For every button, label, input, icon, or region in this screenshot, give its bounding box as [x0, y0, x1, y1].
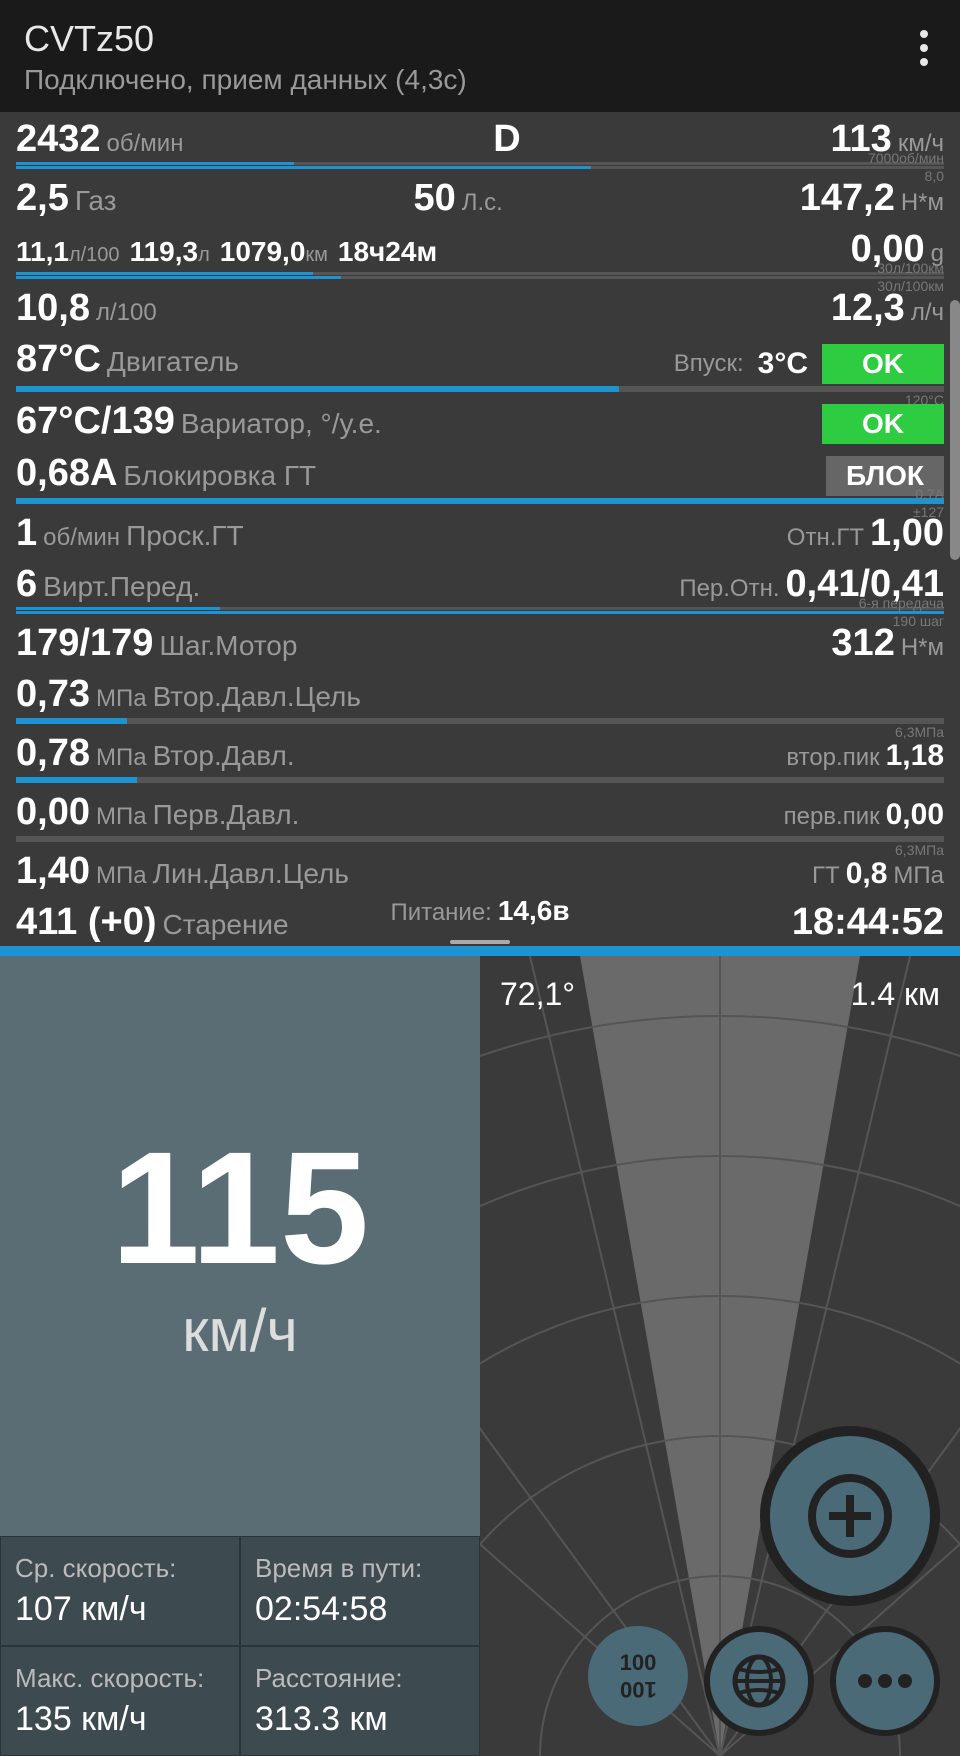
line-press-row: 1,40 МПа Лин.Давл.Цель ГТ 0,8 МПа [16, 844, 944, 895]
fuel-bar1: 30л/100км [16, 272, 944, 275]
fuel-row: 11,1л/100 119,3л 1079,0км 18ч24м 0,00 g … [16, 222, 944, 281]
hp-value: 50 [413, 177, 455, 220]
vgear-bar2: 190 шаг [16, 611, 944, 614]
rpm-value: 2432 [16, 118, 101, 161]
speed-unit-label: км/ч [182, 1296, 297, 1365]
cvt-ok-badge: OK [822, 404, 944, 444]
menu-button[interactable] [912, 18, 936, 78]
aging-row: 411 (+0) Старение Питание: 14,6в 18:44:5… [16, 895, 944, 946]
rpm-bar: 7000об/мин [16, 162, 944, 165]
more-button[interactable] [830, 1626, 940, 1736]
speed-bar: 8,0 [16, 166, 944, 169]
app-title: CVTz50 [24, 18, 912, 60]
plus-icon [805, 1471, 895, 1561]
throttle-label: Газ [75, 185, 117, 217]
heading-value: 72,1° [500, 976, 575, 1013]
fuel-bar2: 30л/100км [16, 276, 944, 279]
trip-time-cell: Время в пути: 02:54:58 [240, 1536, 480, 1646]
gear-indicator: D [493, 118, 520, 161]
cvt-temp-row: 67°C/139 Вариатор, °/у.е. OK [16, 394, 944, 446]
distance-cell: Расстояние: 313.3 км [240, 1646, 480, 1756]
header-text: CVTz50 Подключено, прием данных (4,3с) [24, 18, 912, 96]
torque-value: 147,2 [800, 177, 895, 220]
hp-unit: Л.с. [462, 189, 503, 217]
speed-panel: 115 км/ч Ср. скорость: 107 км/ч Время в … [0, 956, 480, 1756]
app-header: CVTz50 Подключено, прием данных (4,3с) [0, 0, 960, 112]
avg-speed-cell: Ср. скорость: 107 км/ч [0, 1536, 240, 1646]
sec-press-row: 0,78 МПа Втор.Давл. втор.пик 1,18 [16, 726, 944, 785]
compass-distance: 1.4 км [851, 976, 940, 1013]
compass-panel: 72,1° 1.4 км 100 100 [480, 956, 960, 1756]
pri-press-bar: 6,3МПа [16, 836, 944, 842]
throttle-value: 2,5 [16, 177, 69, 220]
current-speed: 115 [111, 1128, 369, 1288]
clock: 18:44:52 [792, 901, 944, 944]
rpm-unit: об/мин [107, 130, 184, 158]
scrollbar[interactable] [950, 300, 960, 560]
torque-unit: Н*м [901, 189, 944, 217]
sec-press-bar [16, 777, 944, 783]
dots-icon [855, 1671, 915, 1691]
scale-button[interactable]: 100 100 [588, 1626, 688, 1726]
bottom-section: 115 км/ч Ср. скорость: 107 км/ч Время в … [0, 956, 960, 1756]
globe-icon [731, 1653, 787, 1709]
max-speed-cell: Макс. скорость: 135 км/ч [0, 1646, 240, 1756]
compass-readout: 72,1° 1.4 км [500, 976, 940, 1013]
panel-divider[interactable] [0, 946, 960, 956]
globe-button[interactable] [704, 1626, 814, 1736]
consumption-row: 10,8 л/100 12,3 л/ч [16, 281, 944, 332]
engine-temp-row: 87°C Двигатель Впуск: 3°C OK 120°C [16, 332, 944, 394]
engine-temp-bar: 120°C [16, 386, 944, 392]
pri-press-row: 0,00 МПа Перв.Давл. перв.пик 0,00 6,3МПа [16, 785, 944, 844]
vgear-bar1: 6-я передача [16, 607, 944, 610]
vgear-row: 6 Вирт.Перед. Пер.Отн. 0,41/0,41 6-я пер… [16, 557, 944, 616]
throttle-row: 2,5 Газ 50 Л.с. 147,2 Н*м [16, 171, 944, 222]
stepmotor-row: 179/179 Шаг.Мотор 312 Н*м [16, 616, 944, 667]
slip-row: 1 об/мин Проск.ГТ Отн.ГТ 1,00 [16, 506, 944, 557]
speed-display: 115 км/ч [0, 956, 480, 1536]
sec-target-row: 0,73 МПа Втор.Давл.Цель 6,3МПа [16, 667, 944, 726]
data-section: 2432 об/мин D 113 км/ч 7000об/мин 8,0 2,… [0, 112, 960, 946]
zoom-in-button[interactable] [760, 1426, 940, 1606]
lockup-bar: 0,7А±127 [16, 498, 944, 504]
rpm-row: 2432 об/мин D 113 км/ч 7000об/мин 8,0 [16, 112, 944, 171]
sec-target-bar: 6,3МПа [16, 718, 944, 724]
engine-ok-badge: OK [822, 344, 944, 384]
lockup-row: 0,68A Блокировка ГТ БЛОК 0,7А±127 [16, 446, 944, 506]
speed-stats-grid: Ср. скорость: 107 км/ч Время в пути: 02:… [0, 1536, 480, 1756]
connection-status: Подключено, прием данных (4,3с) [24, 64, 912, 96]
